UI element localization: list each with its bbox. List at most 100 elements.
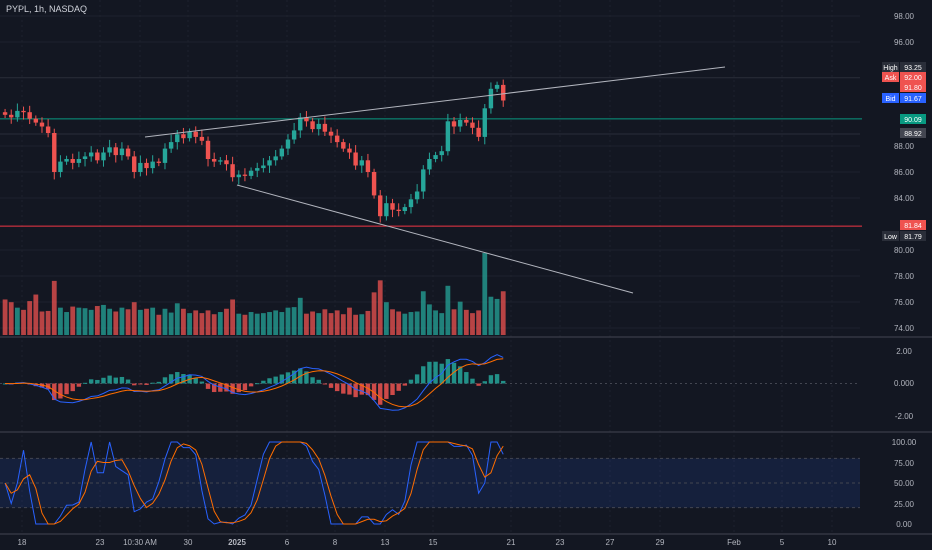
candle-body xyxy=(9,114,14,118)
macd-pane xyxy=(0,354,860,411)
volume-bar xyxy=(107,308,113,335)
price-tag-value: 91.67 xyxy=(904,96,922,103)
macd-histogram-bar xyxy=(199,381,205,384)
volume-bar xyxy=(291,307,297,335)
volume-bar xyxy=(377,280,383,335)
volume-bar xyxy=(353,314,359,335)
volume-bar xyxy=(39,311,45,335)
macd-histogram-bar xyxy=(82,382,88,384)
macd-histogram-bar xyxy=(341,383,346,394)
macd-histogram-bar xyxy=(390,383,395,396)
volume-bar xyxy=(2,299,8,335)
candle-body xyxy=(298,117,303,131)
time-tick-label: 29 xyxy=(656,538,665,547)
macd-histogram-bar xyxy=(433,361,438,384)
time-tick-label: 27 xyxy=(606,538,615,547)
price-tag-name: Ask xyxy=(885,75,897,82)
macd-histogram-bar xyxy=(291,370,297,384)
candle-body xyxy=(304,117,309,122)
trendline[interactable] xyxy=(236,184,634,294)
candle-body xyxy=(279,148,285,157)
candle-body xyxy=(248,170,254,176)
candle-body xyxy=(175,134,180,143)
price-tag-value-bg xyxy=(900,114,926,124)
candle-body xyxy=(132,156,137,172)
price-tick-label: 98.00 xyxy=(894,12,915,21)
candle-body xyxy=(328,131,334,136)
time-axis: 18 23 10:30 AM 30 2025 6 8 13 15 21 23 27 29 Feb 5 10 xyxy=(18,538,837,547)
macd-histogram-bar xyxy=(421,366,426,384)
macd-histogram-bar xyxy=(334,383,340,392)
candles xyxy=(2,79,506,223)
volume-bar xyxy=(205,310,211,335)
volume-bar xyxy=(371,292,377,335)
volume-bars xyxy=(2,253,506,335)
macd-histogram-bar xyxy=(273,376,278,384)
time-tick-label: 15 xyxy=(429,538,438,547)
price-tag-name: High xyxy=(883,65,898,72)
volume-bar xyxy=(168,312,174,335)
candle-body xyxy=(193,131,198,137)
price-tick-label: 80.00 xyxy=(894,246,915,255)
volume-bar xyxy=(439,313,445,335)
volume-bar xyxy=(365,310,371,335)
candle-body xyxy=(76,159,82,163)
macd-histogram-bar xyxy=(384,383,389,399)
macd-histogram-bar xyxy=(304,371,309,384)
macd-histogram-bar xyxy=(378,383,383,405)
macd-histogram-bar xyxy=(119,376,125,384)
volume-bar xyxy=(322,309,328,335)
candle-body xyxy=(322,123,328,132)
macd-histogram-bar xyxy=(457,366,463,384)
macd-histogram-bar xyxy=(402,383,408,386)
volume-bar xyxy=(433,310,438,335)
macd-histogram-bar xyxy=(261,380,266,384)
volume-bar xyxy=(310,311,315,335)
volume-bar xyxy=(488,296,494,335)
macd-histogram-bar xyxy=(310,377,315,384)
macd-histogram-bar xyxy=(353,383,358,398)
trendline[interactable] xyxy=(144,66,726,138)
candle-body xyxy=(242,174,248,176)
stochastic-tick-label: 25.00 xyxy=(894,500,915,509)
macd-histogram-bar xyxy=(150,382,155,384)
time-tick-label: 23 xyxy=(96,538,105,547)
candle-body xyxy=(273,156,278,161)
volume-bar xyxy=(328,313,334,335)
volume-bar xyxy=(230,299,236,335)
candle-body xyxy=(156,161,162,163)
price-tag-value: 81.84 xyxy=(904,223,922,230)
stochastic-pane xyxy=(0,441,860,525)
macd-histogram-bar xyxy=(248,383,254,387)
volume-bar xyxy=(402,313,408,335)
macd-histogram-bar xyxy=(236,383,241,393)
candle-body xyxy=(199,136,205,141)
volume-bar xyxy=(408,312,414,335)
volume-bar xyxy=(390,309,395,335)
price-axis: 98.00 96.00 88.00 86.00 84.00 80.00 78.00 76.00… xyxy=(894,12,915,333)
candle-body xyxy=(125,148,131,157)
candle-body xyxy=(255,168,260,171)
candle-body xyxy=(267,160,272,166)
candle-body xyxy=(138,162,143,172)
macd-histogram-bar xyxy=(396,383,401,391)
volume-bar xyxy=(463,309,469,335)
volume-bar xyxy=(267,312,272,335)
price-tick-label: 74.00 xyxy=(894,324,915,333)
horizontal-levels xyxy=(0,77,862,227)
volume-bar xyxy=(211,314,217,335)
candle-body xyxy=(107,147,112,153)
candle-body xyxy=(445,121,451,152)
time-tick-label: 30 xyxy=(184,538,193,547)
macd-histogram-bar xyxy=(205,383,211,389)
volume-bar xyxy=(162,308,168,335)
candle-body xyxy=(52,133,57,172)
volume-bar xyxy=(94,306,100,335)
price-tag-value: 88.92 xyxy=(904,131,922,138)
macd-histogram-bar xyxy=(230,383,235,394)
time-tick-label: Feb xyxy=(727,538,741,547)
volume-bar xyxy=(279,312,285,335)
candle-body xyxy=(433,155,438,159)
volume-bar xyxy=(88,309,94,335)
